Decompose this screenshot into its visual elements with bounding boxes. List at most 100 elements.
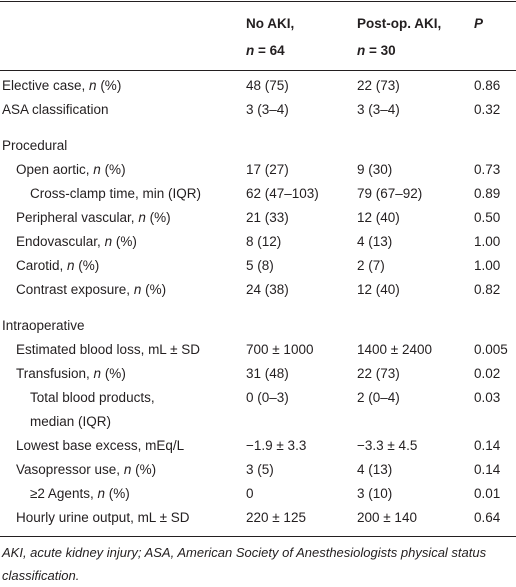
cell-value: 220 ± 125 xyxy=(246,510,306,525)
row-label: Elective case, n (%) xyxy=(0,71,246,99)
row-label: Vasopressor use, n (%) xyxy=(0,458,246,482)
cell-value: 31 (48) xyxy=(246,366,289,381)
column-header: P xyxy=(474,2,516,71)
text: (%) xyxy=(100,162,126,177)
text: Endovascular, xyxy=(16,234,105,249)
data-table: No AKI, n = 64 Post-op. AKI, n = 30 P Electi… xyxy=(0,1,516,537)
italic-text: n xyxy=(123,462,132,477)
row-label: Cross-clamp time, min (IQR) xyxy=(0,182,246,206)
row-label: Lowest base excess, mEq/L xyxy=(0,434,246,458)
text-line: Open aortic, n (%) xyxy=(16,158,246,182)
cell-value: 1400 ± 2400 xyxy=(357,342,432,357)
table-row: Estimated blood loss, mL ± SD 700 ± 1000 1… xyxy=(0,338,516,362)
table-row: Procedural xyxy=(0,128,516,158)
row-label: Open aortic, n (%) xyxy=(0,158,246,182)
text: (%) xyxy=(112,234,137,249)
italic-text: n xyxy=(97,486,105,501)
table-row: Vasopressor use, n (%) 3 (5) 4 (13) 0.14 xyxy=(0,458,516,482)
text: Vasopressor use, xyxy=(16,462,124,477)
cell-value: 0.89 xyxy=(474,186,501,201)
cell-value: 700 ± 1000 xyxy=(246,342,314,357)
header-row: No AKI, n = 64 Post-op. AKI, n = 30 P xyxy=(0,1,516,71)
footnote: AKI, acute kidney injury; ASA, American … xyxy=(2,545,487,583)
section-title: Intraoperative xyxy=(2,318,85,333)
cell-value: 0.005 xyxy=(474,342,508,357)
cell-value: 2 (7) xyxy=(357,258,385,273)
table-row: Contrast exposure, n (%) 24 (38) 12 (40) 0.… xyxy=(0,278,516,308)
text-line: n = 30 xyxy=(357,37,474,64)
cell-value: 79 (67–92) xyxy=(357,186,423,201)
text-line: ≥2 Agents, n (%) xyxy=(30,482,246,506)
table-row: Open aortic, n (%) 17 (27) 9 (30) 0.73 xyxy=(0,158,516,182)
text: (%) xyxy=(104,486,130,501)
cell-value: 0.86 xyxy=(474,78,501,93)
cell-value: 0.64 xyxy=(474,510,501,525)
text: Total blood products, xyxy=(30,390,155,405)
text: (%) xyxy=(131,462,157,477)
row-label: Peripheral vascular, n (%) xyxy=(0,206,246,230)
cell-value: 0 xyxy=(246,486,254,501)
cell-value: 1.00 xyxy=(474,234,501,249)
text-line: Carotid, n (%) xyxy=(16,254,246,278)
cell-value: 12 (40) xyxy=(357,282,400,297)
text: median (IQR) xyxy=(30,414,112,429)
text: No AKI, xyxy=(246,16,295,31)
text-line: No AKI, xyxy=(246,10,357,37)
text-line: Peripheral vascular, n (%) xyxy=(16,206,246,230)
cell-value: 0.03 xyxy=(474,390,501,405)
cell-value: 62 (47–103) xyxy=(246,186,319,201)
cell-value: 3 (3–4) xyxy=(246,102,289,117)
cell-value: 5 (8) xyxy=(246,258,274,273)
cell-value: 0.01 xyxy=(474,486,501,501)
header-cell xyxy=(0,2,246,71)
row-label: ≥2 Agents, n (%) xyxy=(0,482,246,506)
row-group: Procedural Open aortic, n (%) 17 (27) 9 (30… xyxy=(0,128,516,308)
cell-value: 24 (38) xyxy=(246,282,289,297)
text: (%) xyxy=(74,258,100,273)
text: Open aortic, xyxy=(16,162,94,177)
cell-value: 0.82 xyxy=(474,282,501,297)
italic-text: n xyxy=(67,258,75,273)
column-header: Post-op. AKI, n = 30 xyxy=(357,2,474,71)
row-label: ASA classification xyxy=(0,98,246,128)
text: = 30 xyxy=(365,43,396,58)
text-line: Transfusion, n (%) xyxy=(16,362,246,386)
cell-value: −3.3 ± 4.5 xyxy=(357,438,418,453)
italic-text: n xyxy=(104,234,113,249)
text-line: median (IQR) xyxy=(30,410,246,434)
italic-text: n xyxy=(93,162,101,177)
text-line: Estimated blood loss, mL ± SD xyxy=(16,338,246,362)
cell-value: 3 (10) xyxy=(357,486,393,501)
cell-value: 0.14 xyxy=(474,438,501,453)
text: (%) xyxy=(96,78,122,93)
table-row: Transfusion, n (%) 31 (48) 22 (73) 0.02 xyxy=(0,362,516,386)
text-line: Lowest base excess, mEq/L xyxy=(16,434,246,458)
italic-text: P xyxy=(474,16,484,31)
table-row: ≥2 Agents, n (%) 0 3 (10) 0.01 xyxy=(0,482,516,506)
italic-text: n xyxy=(133,282,142,297)
text: Estimated blood loss, mL ± SD xyxy=(16,342,200,357)
cell-value: 9 (30) xyxy=(357,162,393,177)
italic-text: n xyxy=(246,43,255,58)
table-row: Total blood products, median (IQR) 0 (0–3)… xyxy=(0,386,516,434)
cell-value: 0.14 xyxy=(474,462,501,477)
text-line: Elective case, n (%) xyxy=(2,74,246,98)
row-label: Carotid, n (%) xyxy=(0,254,246,278)
text-line: Contrast exposure, n (%) xyxy=(16,278,246,302)
text-line: Cross-clamp time, min (IQR) xyxy=(30,182,246,206)
table-row: Peripheral vascular, n (%) 21 (33) 12 (40)… xyxy=(0,206,516,230)
row-group: Intraoperative Estimated blood loss, mL ±… xyxy=(0,308,516,537)
table-row: ASA classification 3 (3–4) 3 (3–4) 0.32 xyxy=(0,98,516,128)
text-line: Total blood products, xyxy=(30,386,246,410)
row-label: Contrast exposure, n (%) xyxy=(0,278,246,308)
row-label: Transfusion, n (%) xyxy=(0,362,246,386)
text: Carotid, xyxy=(16,258,68,273)
italic-text: n xyxy=(357,43,366,58)
cell-value: 22 (73) xyxy=(357,78,400,93)
cell-value: 0 (0–3) xyxy=(246,390,289,405)
text-line: ASA classification xyxy=(2,98,246,122)
text: (%) xyxy=(141,282,167,297)
cell-value: 4 (13) xyxy=(357,234,393,249)
text: Peripheral vascular, xyxy=(16,210,139,225)
cell-value: 2 (0–4) xyxy=(357,390,400,405)
